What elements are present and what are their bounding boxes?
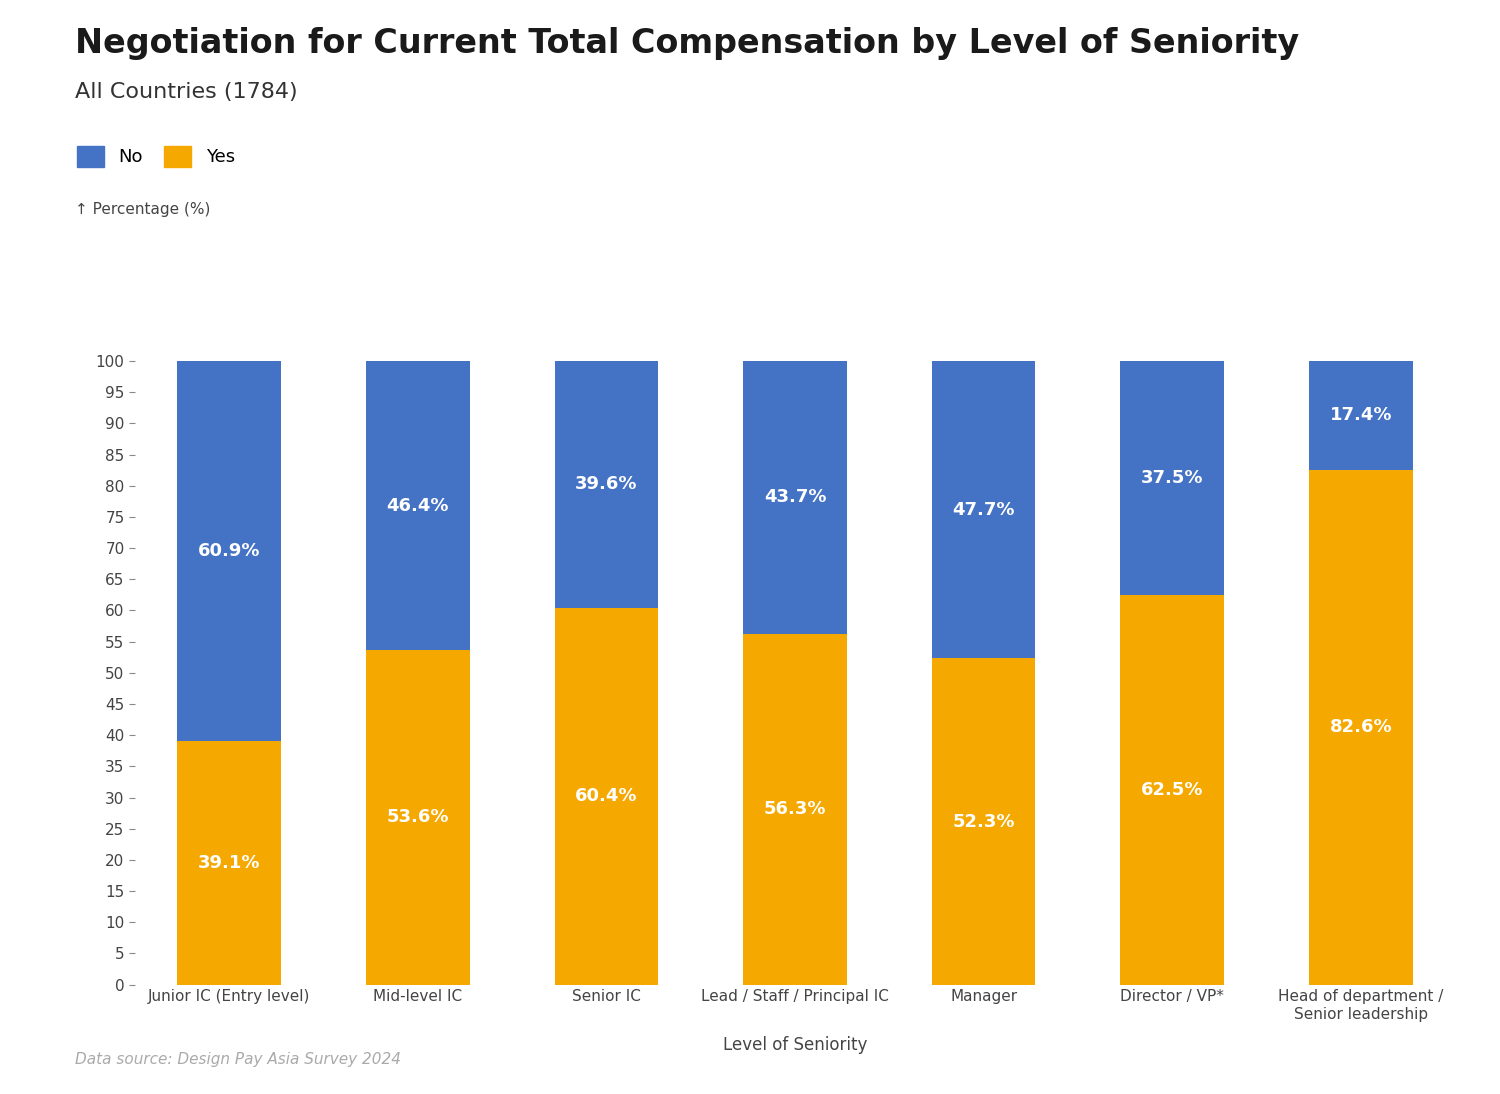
- Text: 53.6%: 53.6%: [387, 808, 448, 826]
- Bar: [742, 633, 847, 985]
- Text: 60.4%: 60.4%: [574, 788, 638, 805]
- Bar: [1120, 361, 1224, 595]
- Text: 62.5%: 62.5%: [1142, 781, 1203, 799]
- Text: 46.4%: 46.4%: [387, 497, 448, 514]
- Bar: [932, 361, 1035, 659]
- Text: All Countries (1784): All Countries (1784): [75, 82, 297, 102]
- X-axis label: Level of Seniority: Level of Seniority: [723, 1036, 867, 1054]
- Text: 47.7%: 47.7%: [952, 501, 1016, 519]
- Legend: No, Yes: No, Yes: [76, 146, 236, 166]
- Bar: [1120, 595, 1224, 985]
- Bar: [1310, 469, 1413, 985]
- Text: ↑ Percentage (%): ↑ Percentage (%): [75, 202, 210, 218]
- Bar: [177, 361, 280, 741]
- Bar: [366, 650, 470, 985]
- Bar: [932, 659, 1035, 985]
- Text: 52.3%: 52.3%: [952, 813, 1016, 830]
- Bar: [742, 361, 847, 633]
- Text: 82.6%: 82.6%: [1329, 718, 1392, 736]
- Bar: [555, 361, 658, 608]
- Text: 60.9%: 60.9%: [198, 542, 261, 560]
- Text: 37.5%: 37.5%: [1142, 469, 1203, 487]
- Text: 17.4%: 17.4%: [1329, 406, 1392, 424]
- Bar: [177, 741, 280, 985]
- Text: 43.7%: 43.7%: [764, 488, 826, 507]
- Text: 39.6%: 39.6%: [574, 476, 638, 493]
- Text: Negotiation for Current Total Compensation by Level of Seniority: Negotiation for Current Total Compensati…: [75, 27, 1299, 60]
- Text: 39.1%: 39.1%: [198, 853, 261, 872]
- Bar: [555, 608, 658, 985]
- Bar: [366, 361, 470, 650]
- Text: Data source: Design Pay Asia Survey 2024: Data source: Design Pay Asia Survey 2024: [75, 1051, 401, 1067]
- Text: 56.3%: 56.3%: [764, 800, 826, 818]
- Bar: [1310, 361, 1413, 469]
